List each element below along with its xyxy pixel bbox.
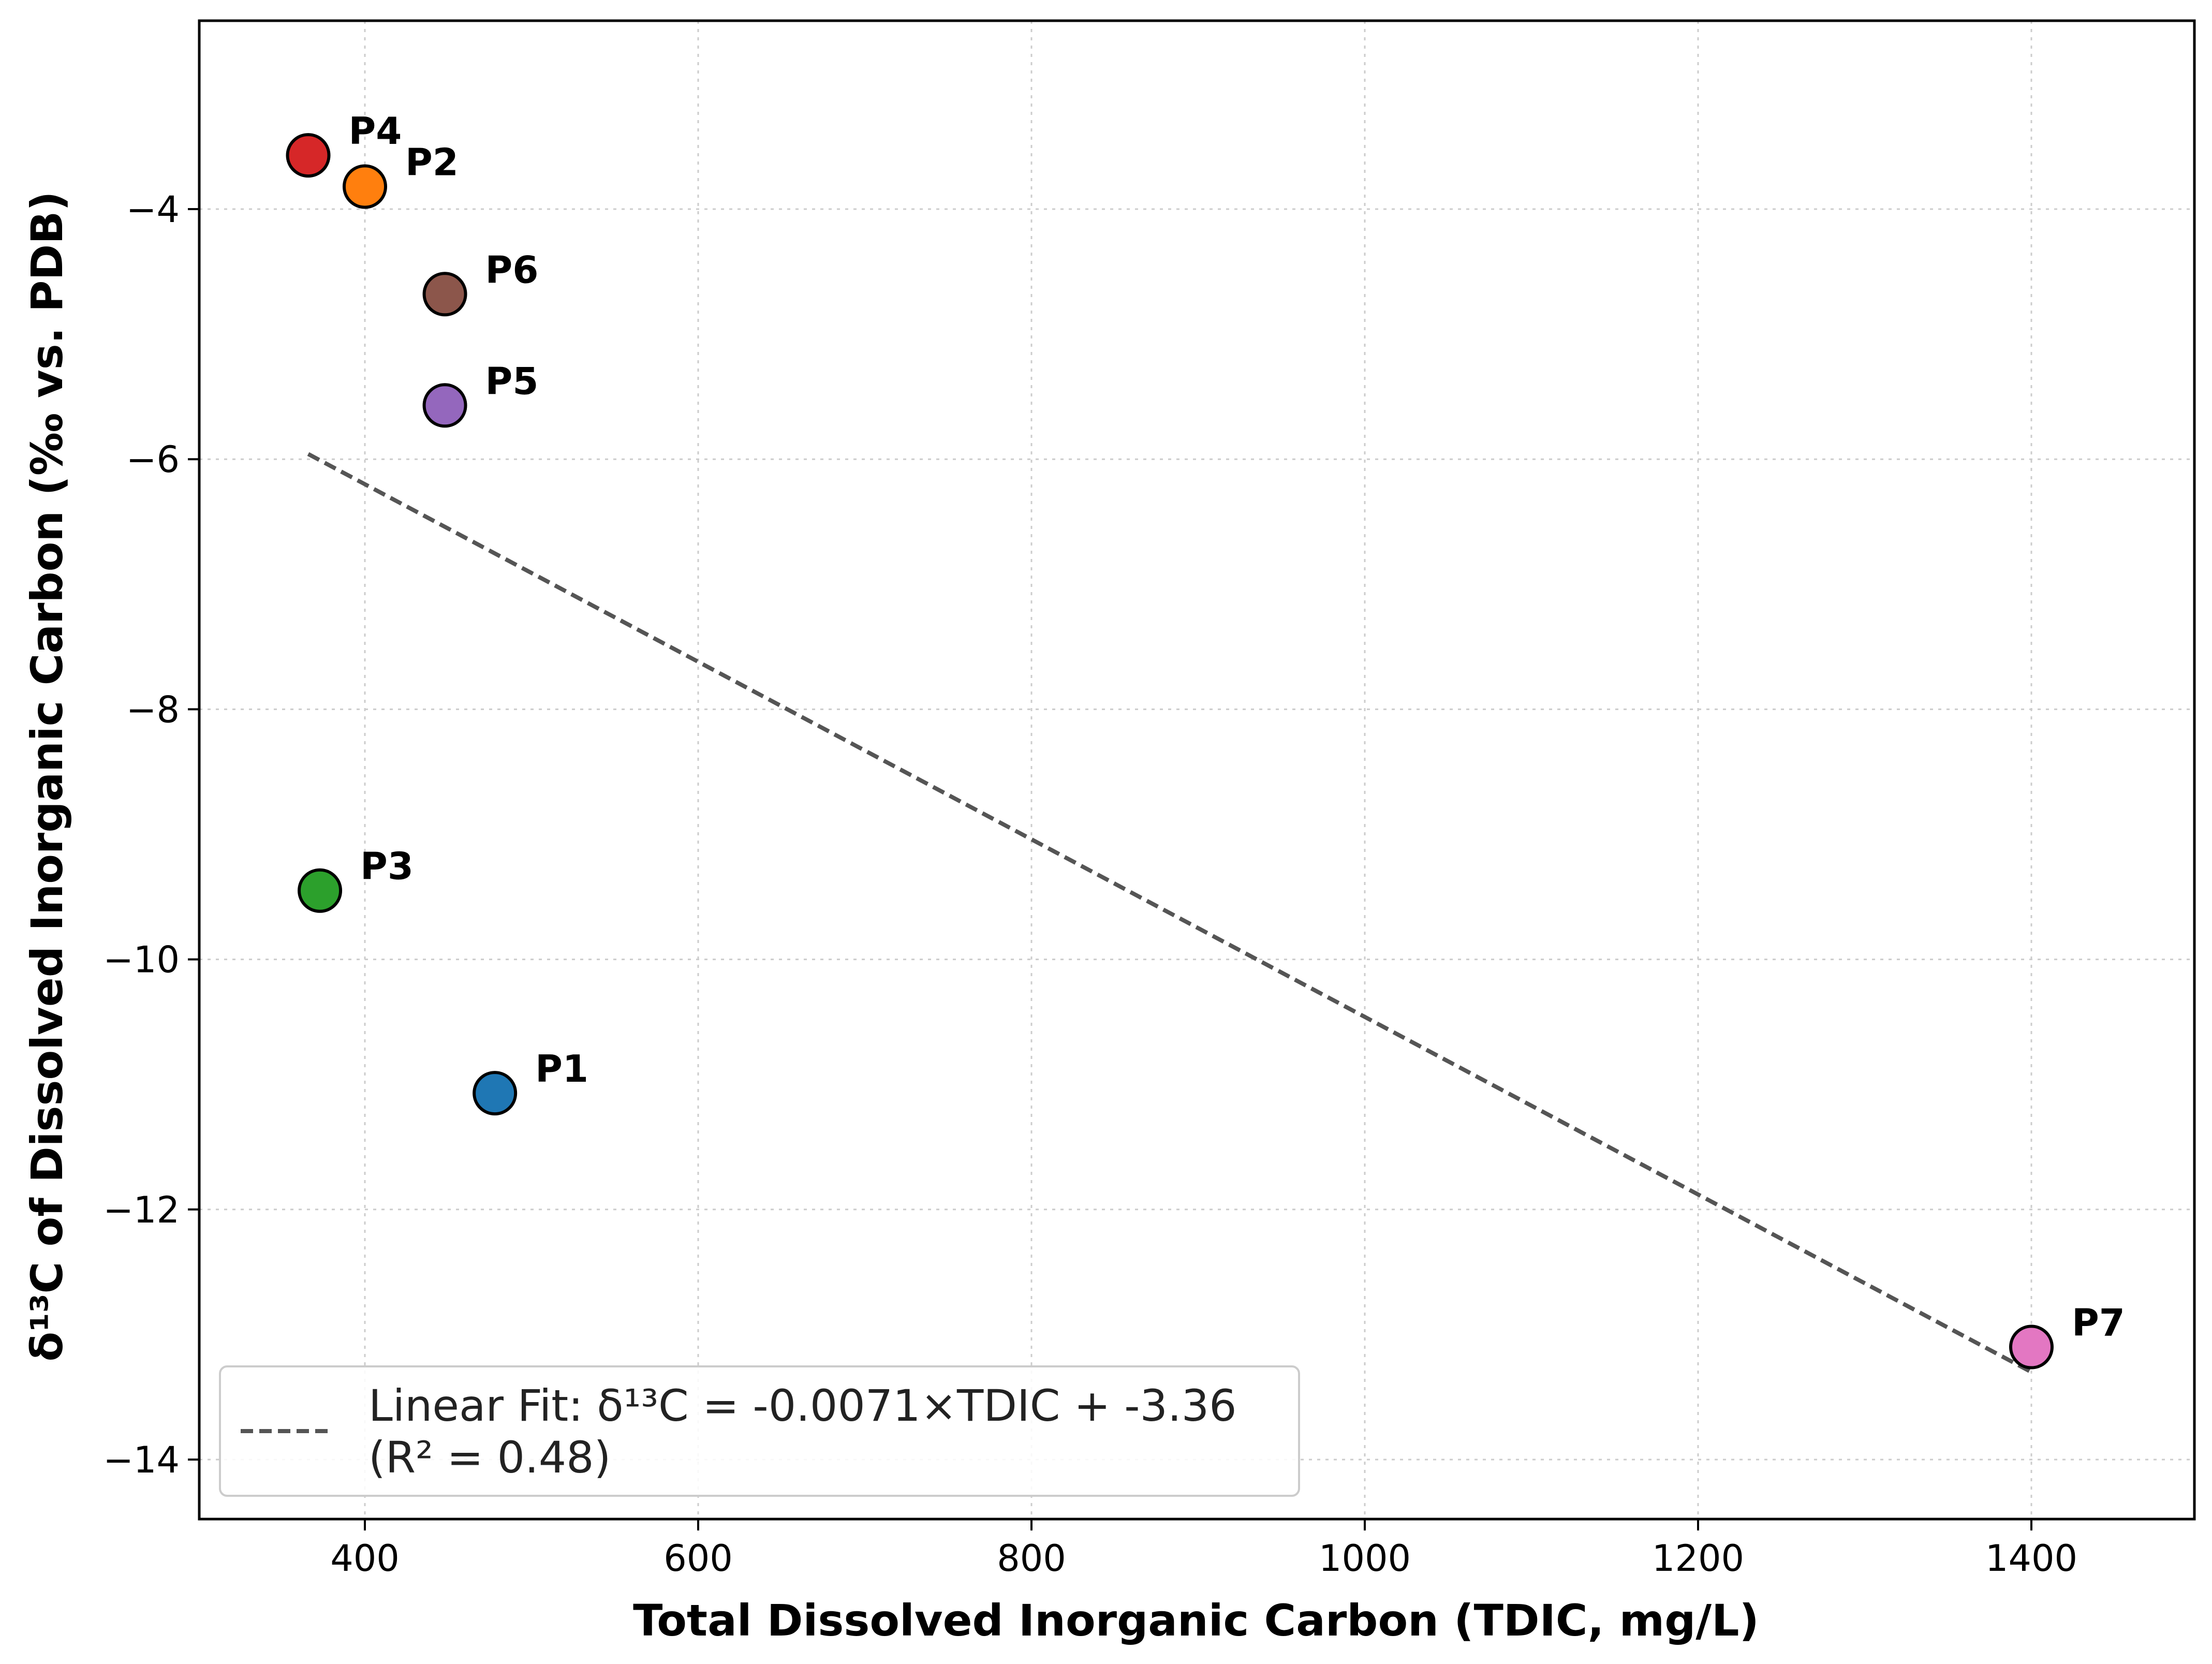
x-tick-label: 1200	[1652, 1537, 1744, 1580]
x-axis-label: Total Dissolved Inorganic Carbon (TDIC, …	[633, 1595, 1759, 1646]
y-tick-label: −10	[103, 939, 180, 981]
y-tick-label: −4	[126, 188, 180, 231]
point-label-p2: P2	[405, 141, 459, 184]
x-tick-label: 600	[663, 1537, 733, 1580]
grid-layer	[199, 21, 2194, 1519]
point-label-p6: P6	[485, 248, 539, 291]
y-tick-label: −12	[103, 1189, 180, 1231]
y-tick-label: −8	[126, 688, 180, 731]
point-label-p5: P5	[485, 359, 539, 403]
fit-line	[307, 452, 2032, 1374]
x-tick-label: 400	[330, 1537, 400, 1580]
label-layer: P1 P2 P3 P4 P5 P6 P7	[349, 109, 2125, 1344]
legend-label-line2: (R² = 0.48)	[368, 1432, 611, 1483]
x-tick-label: 1400	[1985, 1537, 2077, 1580]
point-label-p3: P3	[360, 845, 414, 888]
y-tick-label: −14	[103, 1439, 180, 1481]
x-tick-label: 800	[997, 1537, 1066, 1580]
point-label-p1: P1	[535, 1047, 588, 1091]
x-tick-label: 1000	[1319, 1537, 1411, 1580]
data-point-p5	[422, 383, 467, 428]
data-point-p6	[422, 272, 467, 317]
data-point-p7	[2009, 1324, 2054, 1370]
legend: Linear Fit: δ¹³C = -0.0071×TDIC + -3.36 …	[219, 1365, 1300, 1497]
data-point-p4	[286, 133, 331, 178]
fit-layer	[307, 452, 2032, 1374]
tick-layer: 400 600 800 1000 1200 1400 −4 −6 −8 −10 −12 −14	[103, 188, 2077, 1580]
point-label-p4: P4	[349, 109, 402, 153]
plot-frame	[198, 19, 2196, 1521]
data-point-p3	[298, 868, 343, 913]
legend-box	[219, 1365, 1300, 1497]
data-point-p1	[473, 1071, 518, 1116]
y-axis-label: δ¹³C of Dissolved Inorganic Carbon (‰ vs…	[22, 191, 72, 1361]
point-layer	[286, 133, 2054, 1370]
data-point-p2	[343, 164, 387, 209]
legend-label-line1: Linear Fit: δ¹³C = -0.0071×TDIC + -3.36	[368, 1380, 1237, 1431]
y-tick-label: −6	[126, 438, 180, 481]
point-label-p7: P7	[2072, 1301, 2125, 1345]
